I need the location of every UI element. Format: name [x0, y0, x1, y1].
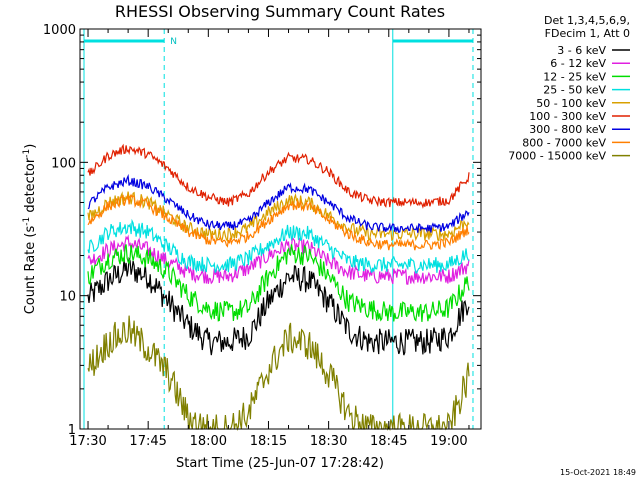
series-line-5	[87, 143, 470, 209]
series-line-6	[87, 173, 470, 234]
x-tick-label-5: 18:45	[370, 434, 407, 449]
series-line-1	[87, 234, 470, 285]
series-line-3	[87, 218, 470, 274]
y-axis-label-sup1: -1	[22, 217, 32, 226]
legend-label-1: 6 - 12 keV	[550, 57, 606, 70]
plot-frame	[79, 28, 482, 430]
x-tick-label-4: 18:30	[310, 434, 347, 449]
x-axis-label: Start Time (25-Jun-07 17:28:42)	[176, 456, 384, 471]
x-tick-label-2: 18:00	[190, 434, 227, 449]
series-line-2	[87, 244, 470, 322]
flag-layer: N	[83, 29, 474, 429]
legend-header-line-2: FDecim 1, Att 0	[545, 27, 630, 40]
legend-label-6: 300 - 800 keV	[529, 123, 606, 136]
legend-label-8: 7000 - 15000 keV	[508, 150, 606, 163]
y-axis-label-suffix: )	[23, 144, 38, 149]
flag-0-label: N	[170, 37, 177, 47]
y-axis-label-sup2: -1	[22, 149, 32, 158]
legend-label-3: 25 - 50 keV	[543, 84, 606, 97]
x-tick-label-0: 17:30	[69, 434, 106, 449]
legend-label-7: 800 - 7000 keV	[522, 136, 606, 149]
x-tick-label-1: 17:45	[129, 434, 166, 449]
x-tick-label-3: 18:15	[250, 434, 287, 449]
legend-header-line-1: Det 1,3,4,5,6,9,	[544, 14, 630, 27]
y-tick-label-0: 1	[68, 423, 76, 438]
y-tick-label-1: 10	[59, 290, 76, 305]
series-line-0	[87, 256, 470, 356]
series-line-7	[87, 193, 470, 251]
legend: Det 1,3,4,5,6,9, FDecim 1, Att 0 3 - 6 k…	[508, 14, 630, 163]
series-line-4	[87, 191, 470, 243]
legend-label-5: 100 - 300 keV	[529, 110, 606, 123]
chart-title: RHESSI Observing Summary Count Rates	[115, 2, 445, 21]
x-tick-label-6: 19:00	[430, 434, 467, 449]
y-tick-label-3: 1000	[43, 23, 76, 38]
tick-layer: 17:30 17:45 18:00 18:15 18:30 18:45 19:00 1 10 10…	[43, 23, 481, 449]
legend-label-2: 12 - 25 keV	[543, 70, 606, 83]
y-tick-label-2: 100	[51, 156, 76, 171]
legend-label-4: 50 - 100 keV	[536, 97, 606, 110]
y-axis-label-mid: detector	[23, 157, 38, 217]
legend-label-0: 3 - 6 keV	[557, 44, 606, 57]
footer-timestamp: 15-Oct-2021 18:49	[560, 468, 636, 477]
y-axis-label: Count Rate (s-1 detector-1)	[22, 144, 38, 315]
y-axis-label-prefix: Count Rate (s	[23, 226, 38, 315]
